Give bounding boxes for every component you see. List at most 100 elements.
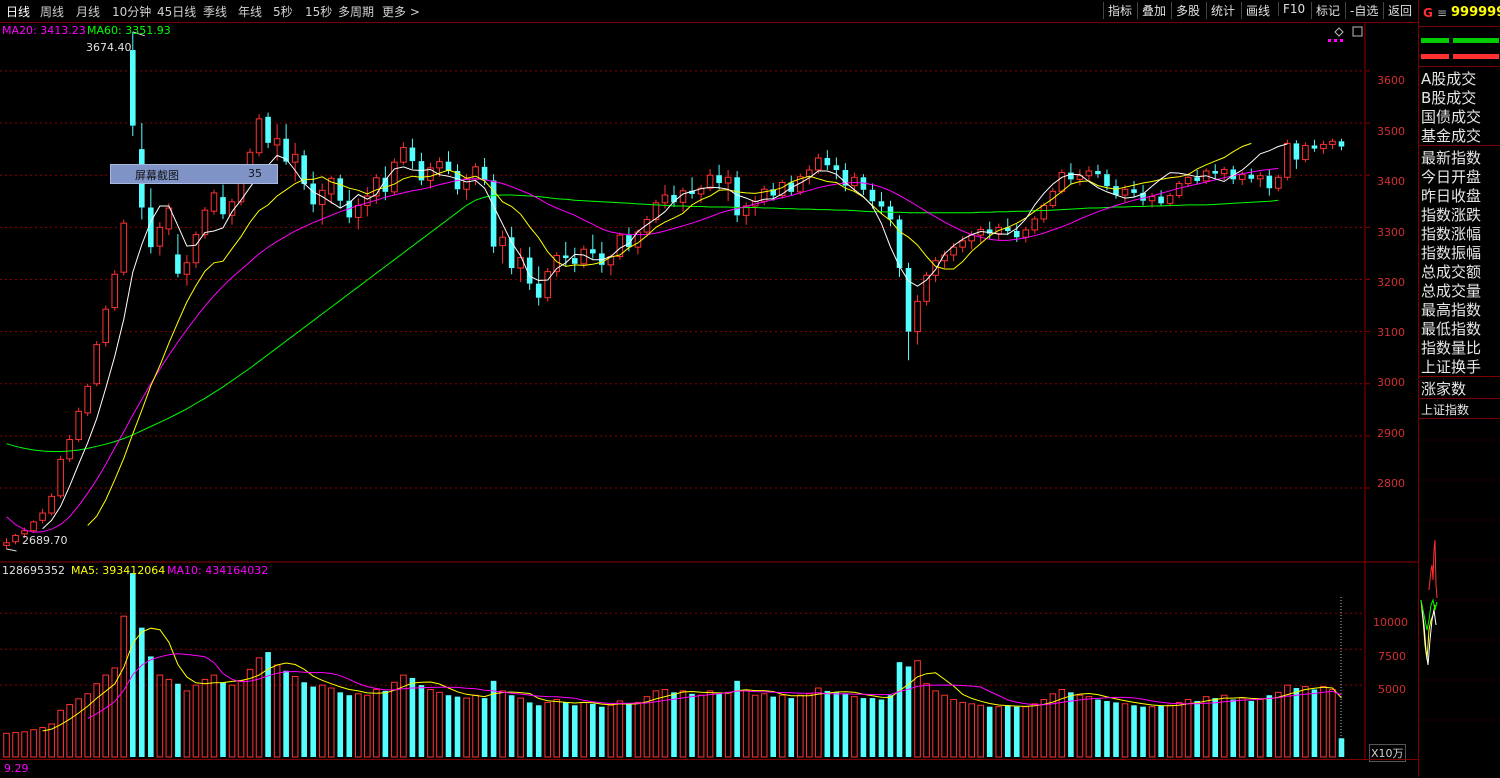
volume-bar <box>1175 701 1183 758</box>
volume-bar <box>1040 699 1048 758</box>
candle-body <box>490 180 497 247</box>
multi-stock-button[interactable]: 多股 <box>1171 2 1204 19</box>
period-tab-10min[interactable]: 10分钟 <box>112 5 152 19</box>
volume-bar <box>1058 688 1066 758</box>
candle-body <box>689 190 695 194</box>
candle-body <box>301 155 307 185</box>
candle-body <box>1121 188 1129 196</box>
candle-body <box>327 177 335 195</box>
period-tab-15sec[interactable]: 15秒 <box>305 5 333 19</box>
candle-body <box>1284 142 1291 178</box>
period-tab-weekly[interactable]: 周线 <box>40 5 65 19</box>
stock-chart <box>0 22 1418 759</box>
volume-bar <box>318 684 326 758</box>
side-item-open[interactable]: 今日开盘 <box>1421 168 1482 186</box>
candle-body <box>148 207 154 248</box>
volume-bar <box>634 701 642 758</box>
candle-body <box>679 190 687 203</box>
f10-button[interactable]: F10 <box>1278 2 1309 16</box>
more-periods-button[interactable]: 更多 > <box>382 5 420 19</box>
overlay-button[interactable]: 叠加 <box>1137 2 1170 19</box>
volume-bar <box>201 678 209 758</box>
volume-bar <box>770 696 777 757</box>
candle-body <box>120 222 128 273</box>
candle-body <box>436 161 443 169</box>
draw-line-button[interactable]: 画线 <box>1241 2 1274 19</box>
candle-body <box>93 344 101 385</box>
candle-body <box>175 254 181 274</box>
volume-tick: 10000 <box>1373 616 1408 629</box>
side-panel: G ≡ 999999 A股成交 B股成交 国债成交 基金成交 最新指数 今日开盘… <box>1418 0 1500 777</box>
candle-body <box>273 138 281 146</box>
volume-bar <box>255 657 263 758</box>
period-tab-yearly[interactable]: 年线 <box>238 5 263 19</box>
candle-body <box>1158 196 1164 204</box>
volume-bar <box>418 685 425 757</box>
side-item-total-volume[interactable]: 总成交量 <box>1421 282 1482 300</box>
period-tab-multi[interactable]: 多周期 <box>338 5 375 19</box>
candle-body <box>1113 186 1119 196</box>
candle-body <box>1085 170 1093 177</box>
volume-bar <box>346 695 353 757</box>
indicator-button[interactable]: 指标 <box>1103 2 1136 19</box>
side-item-high[interactable]: 最高指数 <box>1421 301 1482 319</box>
volume-bar <box>616 700 624 758</box>
add-watchlist-button[interactable]: -自选 <box>1345 2 1382 19</box>
candle-body <box>1013 230 1020 238</box>
side-item-volume-ratio[interactable]: 指数量比 <box>1421 339 1482 357</box>
candle-body <box>760 188 768 202</box>
candle-body <box>932 260 939 276</box>
mark-button[interactable]: 标记 <box>1311 2 1344 19</box>
back-button[interactable]: 返回 <box>1383 2 1416 19</box>
volume-bar <box>869 698 876 757</box>
volume-bar <box>742 690 750 758</box>
side-item-advancers[interactable]: 涨家数 <box>1421 380 1467 398</box>
side-item-change-pct[interactable]: 指数涨幅 <box>1421 225 1482 243</box>
candle-body <box>156 226 164 247</box>
period-tab-5sec[interactable]: 5秒 <box>273 5 293 19</box>
side-item-bond-volume[interactable]: 国债成交 <box>1421 108 1482 126</box>
side-item-turnover-rate[interactable]: 上证换手 <box>1421 358 1482 376</box>
candle-body <box>1338 141 1345 147</box>
candle-body <box>1131 189 1137 193</box>
status-bar: 9.29 <box>0 759 1418 778</box>
candle-body <box>887 206 894 220</box>
candle-body <box>291 153 299 163</box>
volume-bar <box>75 698 82 758</box>
volume-bar <box>842 693 849 757</box>
price-tick: 3600 <box>1377 74 1405 87</box>
candle-body <box>1194 177 1200 181</box>
statistics-button[interactable]: 统计 <box>1206 2 1239 19</box>
side-item-prev-close[interactable]: 昨日收盘 <box>1421 187 1482 205</box>
side-item-low[interactable]: 最低指数 <box>1421 320 1482 338</box>
volume-bar <box>30 729 37 758</box>
side-item-latest[interactable]: 最新指数 <box>1421 149 1482 167</box>
volume-bar <box>1212 698 1219 757</box>
side-item-b-volume[interactable]: B股成交 <box>1421 89 1477 107</box>
volume-bar <box>1202 696 1210 758</box>
volume-bar <box>1184 699 1192 758</box>
side-item-index-name[interactable]: 上证指数 <box>1421 403 1470 417</box>
side-item-change[interactable]: 指数涨跌 <box>1421 206 1482 224</box>
candle-body <box>165 207 173 230</box>
period-tab-45day[interactable]: 45日线 <box>157 5 197 19</box>
period-tab-monthly[interactable]: 月线 <box>76 5 101 19</box>
volume-bar <box>553 699 561 758</box>
side-item-fund-volume[interactable]: 基金成交 <box>1421 127 1482 145</box>
volume-bar <box>580 701 588 758</box>
candle-body <box>878 201 885 207</box>
side-item-turnover-amount[interactable]: 总成交额 <box>1421 263 1482 281</box>
candle-body <box>30 521 37 532</box>
candle-body <box>48 495 55 514</box>
volume-bar <box>237 680 245 758</box>
side-item-amplitude[interactable]: 指数振幅 <box>1421 244 1482 262</box>
volume-bar <box>454 696 461 757</box>
side-item-a-volume[interactable]: A股成交 <box>1421 70 1477 88</box>
period-tab-quarterly[interactable]: 季线 <box>203 5 228 19</box>
side-divider <box>1419 66 1500 67</box>
volume-bar <box>760 693 768 758</box>
period-tab-daily[interactable]: 日线 <box>6 5 31 19</box>
screenshot-tooltip[interactable]: 屏幕截图 35 <box>110 164 278 184</box>
side-divider <box>1419 376 1500 377</box>
menu-icon[interactable]: ≡ <box>1437 6 1448 20</box>
